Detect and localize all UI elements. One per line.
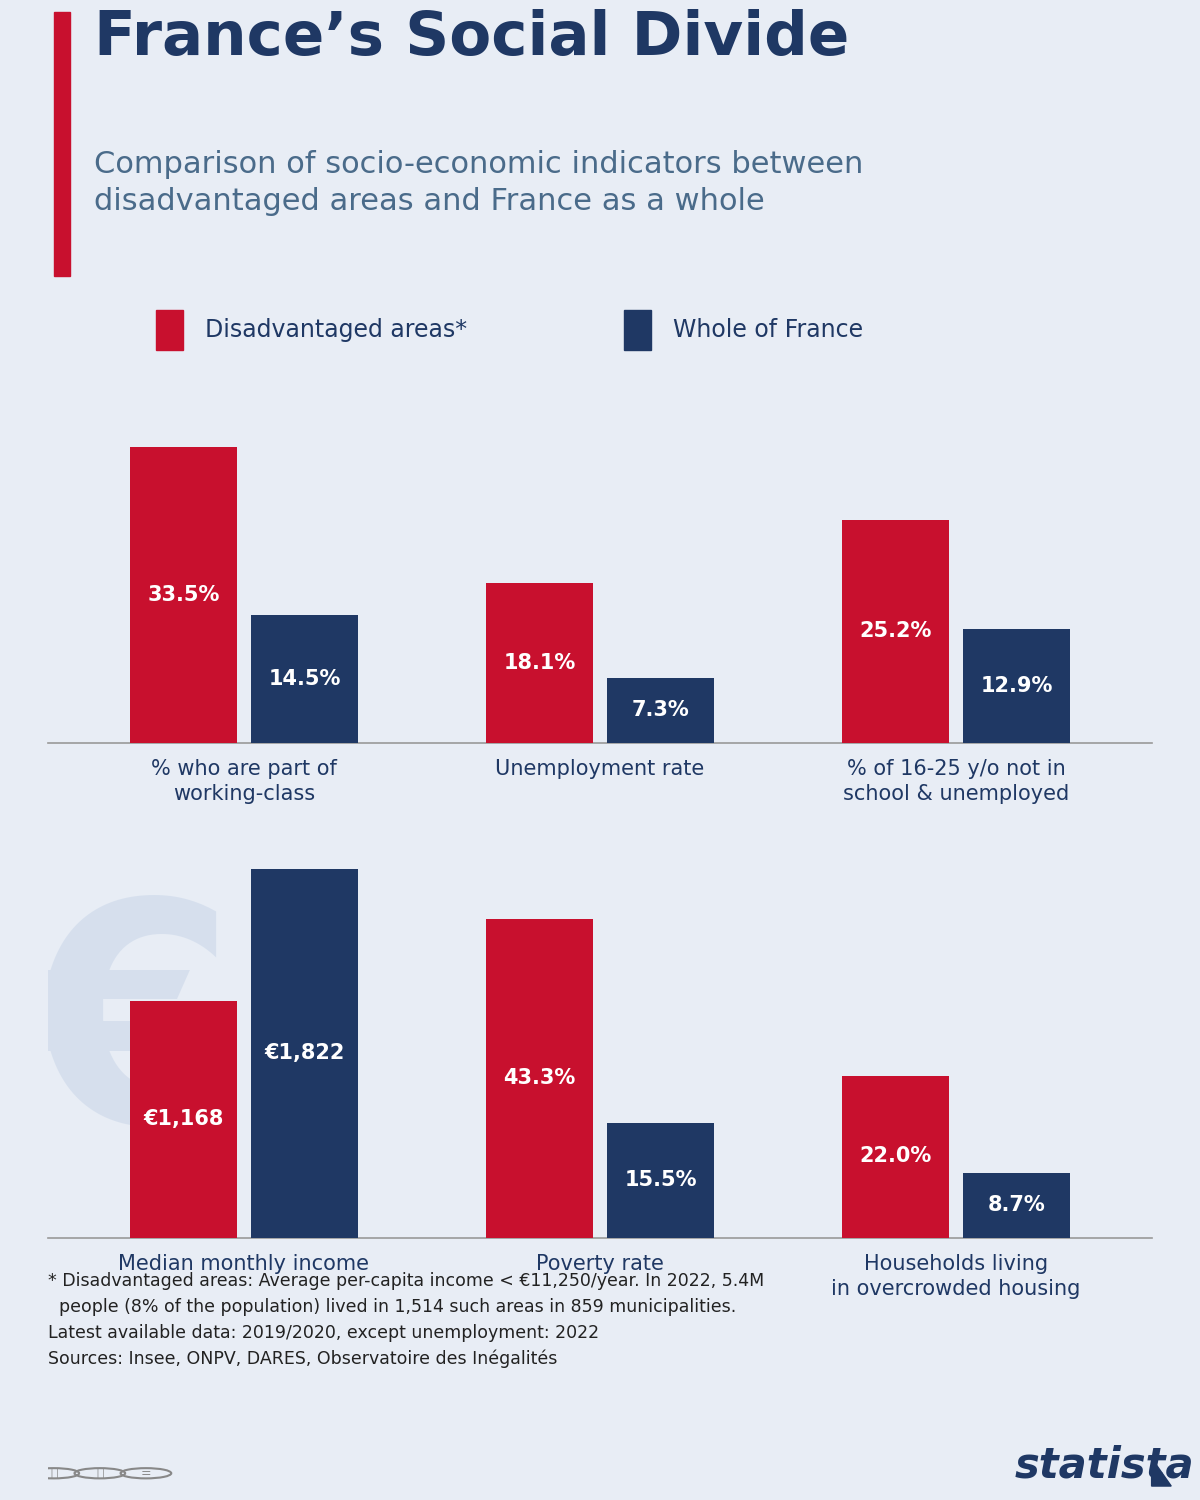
Text: 8.7%: 8.7% [988,1196,1045,1215]
Bar [130,1000,236,1238]
Text: Ⓒ: Ⓒ [50,1467,58,1480]
Bar [842,520,949,742]
Text: =: = [140,1467,151,1480]
Bar [251,615,358,742]
Bar [964,628,1070,742]
Bar [156,310,184,350]
Text: Whole of France: Whole of France [673,318,863,342]
Text: 15.5%: 15.5% [624,1170,697,1191]
Text: €1,168: €1,168 [143,1110,223,1130]
Text: 43.3%: 43.3% [503,1068,576,1088]
Text: €1,822: €1,822 [264,1044,344,1064]
Text: Disadvantaged areas*: Disadvantaged areas* [205,318,467,342]
Text: 14.5%: 14.5% [269,669,341,688]
Bar [607,1124,714,1238]
Text: France’s Social Divide: France’s Social Divide [94,9,848,68]
Bar [486,918,593,1238]
Text: 18.1%: 18.1% [503,652,576,672]
Bar [251,870,358,1238]
Bar [842,1076,949,1238]
Text: 25.2%: 25.2% [859,621,931,642]
Bar [130,447,236,742]
Text: €: € [24,890,236,1186]
Text: statista: statista [1015,1444,1194,1486]
Text: 12.9%: 12.9% [980,675,1052,696]
Text: Comparison of socio-economic indicators between
disadvantaged areas and France a: Comparison of socio-economic indicators … [94,150,863,216]
Polygon shape [1152,1458,1171,1486]
Bar [54,12,70,276]
Text: 22.0%: 22.0% [859,1146,931,1167]
Bar [964,1173,1070,1238]
Bar [607,678,714,742]
Text: * Disadvantaged areas: Average per-capita income < €11,250/year. In 2022, 5.4M
 : * Disadvantaged areas: Average per-capit… [48,1272,764,1368]
Text: 7.3%: 7.3% [631,700,690,720]
Text: 33.5%: 33.5% [148,585,220,604]
Text: ⓘ: ⓘ [96,1467,103,1480]
Bar [486,584,593,742]
Bar [624,310,652,350]
